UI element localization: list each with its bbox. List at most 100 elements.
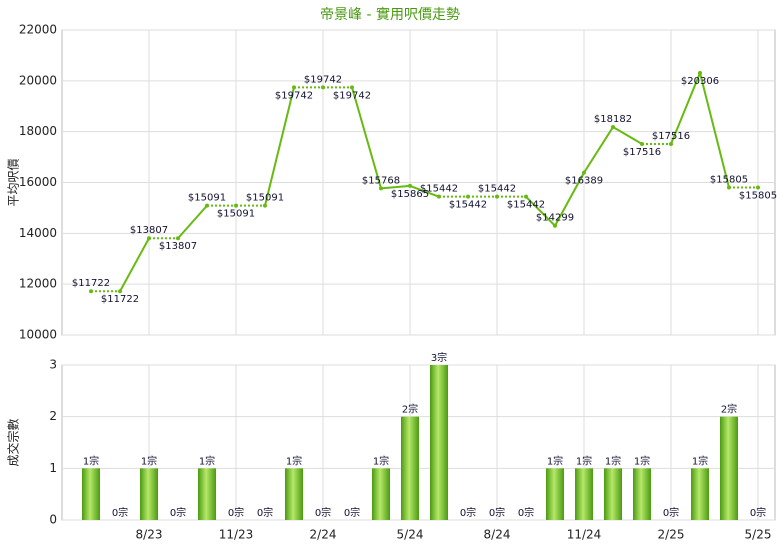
line-segment xyxy=(699,72,730,188)
value-label: $15865 xyxy=(391,189,429,200)
point xyxy=(437,194,441,199)
bar xyxy=(720,416,738,520)
line-segment xyxy=(264,87,295,206)
bar xyxy=(430,365,448,520)
point xyxy=(756,185,760,190)
chart-title: 帝景峰 - 實用呎價走勢 xyxy=(320,6,460,23)
value-label: 1宗 xyxy=(373,454,389,467)
point xyxy=(495,194,499,199)
value-label: $15442 xyxy=(449,200,487,211)
value-label: 1宗 xyxy=(634,454,650,467)
value-label: $15091 xyxy=(246,193,284,204)
value-label: $18182 xyxy=(594,114,632,125)
bar xyxy=(198,468,216,520)
bar xyxy=(372,468,390,520)
bar xyxy=(285,468,303,520)
y-tick-label: 3 xyxy=(49,358,57,372)
value-label: 0宗 xyxy=(112,506,128,519)
value-label: $11722 xyxy=(101,294,139,305)
point xyxy=(234,203,238,208)
value-label: 1宗 xyxy=(199,454,215,467)
point xyxy=(292,85,296,90)
y-tick-label: 22000 xyxy=(19,23,57,37)
line-segment xyxy=(525,195,556,227)
x-tick-label: 5/24 xyxy=(397,528,424,542)
point xyxy=(669,141,673,146)
y-tick-label: 1 xyxy=(49,461,57,475)
y-axis-label: 平均呎價 xyxy=(7,158,21,206)
bar xyxy=(140,468,158,520)
value-label: 2宗 xyxy=(721,403,737,416)
value-label: 1宗 xyxy=(286,454,302,467)
value-label: $11722 xyxy=(72,278,110,289)
point xyxy=(466,194,470,199)
point xyxy=(321,85,325,90)
line-segment xyxy=(177,204,208,239)
point xyxy=(553,223,557,228)
value-label: 1宗 xyxy=(576,454,592,467)
y-tick-label: 14000 xyxy=(19,226,57,240)
y-tick-label: 10000 xyxy=(19,328,57,342)
bar xyxy=(401,416,419,520)
y-tick-label: 12000 xyxy=(19,277,57,291)
y-tick-label: 20000 xyxy=(19,73,57,87)
line-segment xyxy=(554,172,585,227)
value-label: 1宗 xyxy=(547,454,563,467)
point xyxy=(524,194,528,199)
value-label: 2宗 xyxy=(402,403,418,416)
value-label: 1宗 xyxy=(83,454,99,467)
value-label: 0宗 xyxy=(489,506,505,519)
point xyxy=(350,85,354,90)
value-label: 0宗 xyxy=(344,506,360,519)
point xyxy=(89,289,93,294)
value-label: 0宗 xyxy=(257,506,273,519)
value-label: 0宗 xyxy=(663,506,679,519)
bar xyxy=(575,468,593,520)
line-segment xyxy=(380,184,411,190)
line-segment xyxy=(351,87,382,189)
y-axis-label: 成交宗數 xyxy=(6,418,21,466)
value-label: $15091 xyxy=(217,209,255,220)
value-label: 0宗 xyxy=(518,506,534,519)
value-label: 3宗 xyxy=(431,351,447,364)
bar xyxy=(604,468,622,520)
line-segment xyxy=(612,126,643,145)
value-label: $15805 xyxy=(710,174,748,185)
x-tick-label: 5/25 xyxy=(745,528,772,542)
value-label: 1宗 xyxy=(141,454,157,467)
y-tick-label: 0 xyxy=(49,513,57,527)
value-label: $20306 xyxy=(681,76,719,87)
x-tick-label: 11/24 xyxy=(567,528,602,542)
value-label: 1宗 xyxy=(605,454,621,467)
value-label: 0宗 xyxy=(315,506,331,519)
y-tick-label: 18000 xyxy=(19,124,57,138)
point xyxy=(698,71,702,76)
y-tick-label: 16000 xyxy=(19,175,57,189)
x-tick-label: 2/24 xyxy=(310,528,337,542)
value-label: $15091 xyxy=(188,193,226,204)
line-segment xyxy=(409,184,440,198)
point xyxy=(176,236,180,241)
x-tick-label: 8/24 xyxy=(484,528,511,542)
bar xyxy=(633,468,651,520)
value-label: 0宗 xyxy=(460,506,476,519)
value-label: 0宗 xyxy=(228,506,244,519)
point xyxy=(205,203,209,208)
point xyxy=(263,203,267,208)
value-label: $19742 xyxy=(304,74,342,85)
point xyxy=(147,236,151,241)
point xyxy=(727,185,731,190)
value-label: $13807 xyxy=(130,225,168,236)
value-label: $16389 xyxy=(565,176,603,187)
point xyxy=(611,125,615,130)
value-label: 0宗 xyxy=(170,506,186,519)
value-label: $15805 xyxy=(739,190,777,201)
line-segment xyxy=(583,126,614,174)
point xyxy=(379,186,383,191)
x-tick-label: 11/23 xyxy=(219,528,254,542)
value-label: $15442 xyxy=(478,184,516,195)
bar xyxy=(82,468,100,520)
value-label: $14299 xyxy=(536,213,574,224)
value-label: $19742 xyxy=(333,90,371,101)
